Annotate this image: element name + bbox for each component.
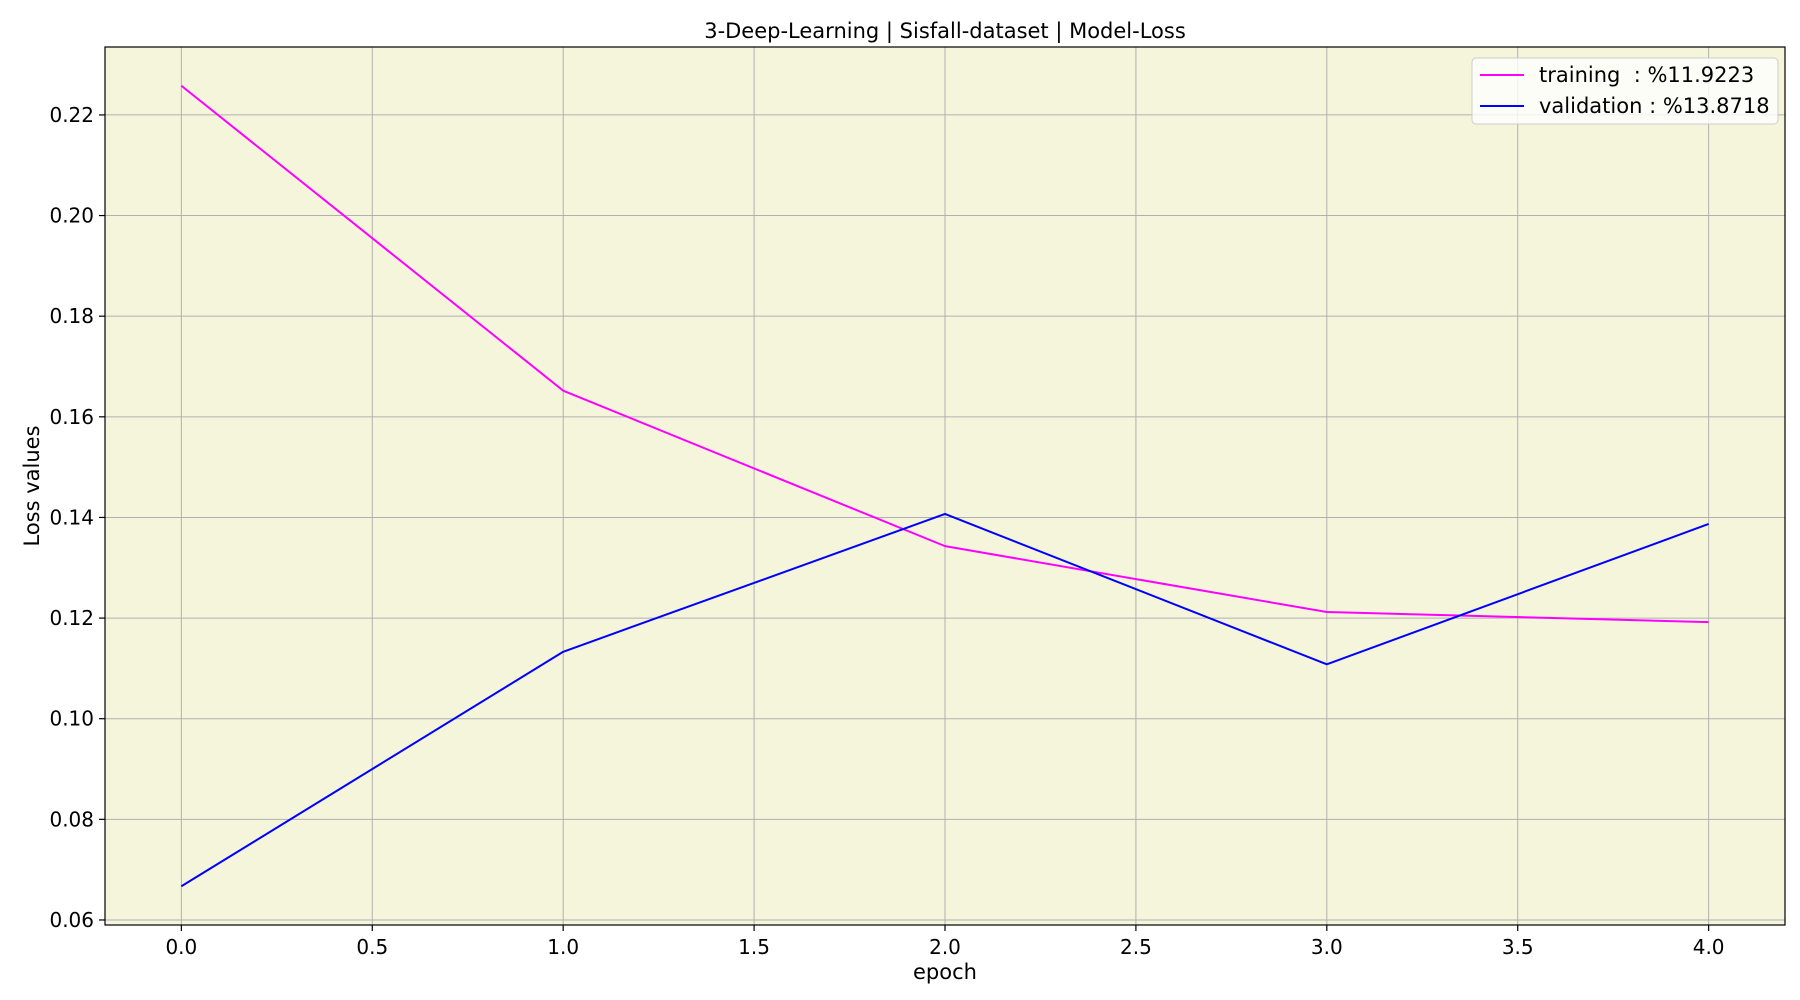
y-tick-label: 0.14 xyxy=(49,505,94,529)
legend: training : %11.9223 validation : %13.8718 xyxy=(1471,57,1779,125)
y-tick-label: 0.22 xyxy=(49,103,94,127)
y-tick-label: 0.08 xyxy=(49,807,94,831)
y-tick-label: 0.06 xyxy=(49,908,94,932)
x-tick-label: 3.5 xyxy=(1502,935,1534,959)
y-axis-ticks: 0.06 0.08 0.10 0.12 0.14 0.16 0.18 0.20 0.22 xyxy=(49,103,105,932)
plot-frame xyxy=(104,46,1786,926)
x-axis-ticks: 0.0 0.5 1.0 1.5 2.0 2.5 3.0 3.5 4.0 xyxy=(165,925,1725,959)
x-tick-label: 3.0 xyxy=(1311,935,1343,959)
y-tick-label: 0.12 xyxy=(49,606,94,630)
x-tick-label: 0.0 xyxy=(165,935,197,959)
series-line-validation xyxy=(180,512,1709,888)
x-tick-label: 1.5 xyxy=(738,935,770,959)
x-tick-label: 1.0 xyxy=(547,935,579,959)
grid xyxy=(105,47,1785,925)
y-axis-title: Loss values xyxy=(20,425,44,546)
x-tick-label: 2.5 xyxy=(1120,935,1152,959)
legend-box xyxy=(1471,57,1779,125)
y-tick-label: 0.16 xyxy=(49,405,94,429)
y-tick-label: 0.10 xyxy=(49,707,94,731)
x-tick-label: 4.0 xyxy=(1693,935,1725,959)
legend-label: validation : %13.8718 xyxy=(1539,94,1770,118)
chart-title: 3-Deep-Learning | Sisfall-dataset | Mode… xyxy=(704,19,1186,44)
legend-label: training : %11.9223 xyxy=(1539,63,1754,87)
x-tick-label: 2.0 xyxy=(929,935,961,959)
series-lines xyxy=(180,84,1709,888)
x-tick-label: 0.5 xyxy=(356,935,388,959)
y-tick-label: 0.20 xyxy=(49,204,94,228)
x-axis-title: epoch xyxy=(913,960,977,984)
y-tick-label: 0.18 xyxy=(49,304,94,328)
series-line-training xyxy=(180,84,1709,624)
